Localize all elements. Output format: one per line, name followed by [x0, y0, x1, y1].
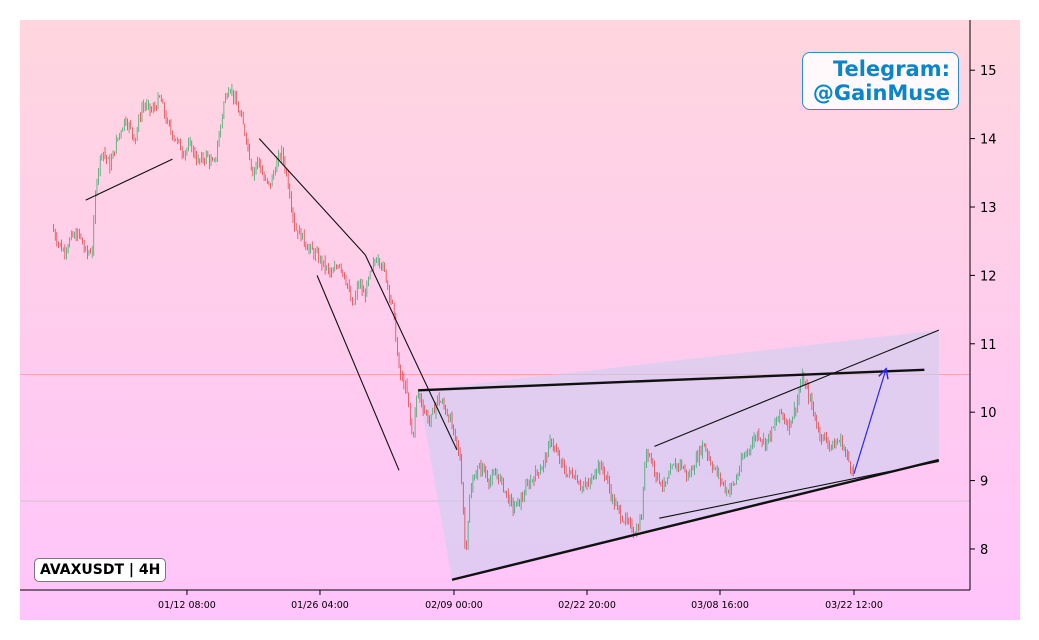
y-tick-label-9: 9 — [980, 475, 988, 490]
x-tick-label-1: 01/12 08:00 — [158, 600, 216, 611]
x-tick-label-6: 03/22 12:00 — [825, 600, 883, 611]
x-tick-label-5: 03/08 16:00 — [691, 600, 749, 611]
trend-line-4 — [316, 275, 400, 471]
trend-line-1 — [85, 158, 173, 201]
y-tick-label-15: 15 — [980, 64, 997, 79]
y-tick-label-14: 14 — [980, 133, 997, 148]
watermark-line-2: @GainMuse — [812, 81, 950, 105]
trend-line-8 — [451, 458, 940, 581]
symbol-label: AVAXUSDT | 4H — [34, 558, 167, 582]
y-tick-label-13: 13 — [980, 201, 997, 216]
x-tick-label-4: 02/22 20:00 — [558, 600, 616, 611]
y-tick-label-8: 8 — [980, 543, 988, 558]
projection-arrow — [853, 370, 886, 474]
y-tick-label-10: 10 — [980, 406, 997, 421]
wedge-fill — [418, 330, 939, 580]
trend-line-3 — [364, 254, 458, 451]
telegram-watermark: Telegram: @GainMuse — [801, 52, 959, 110]
x-tick-label-3: 02/09 00:00 — [425, 600, 483, 611]
y-tick-label-12: 12 — [980, 269, 997, 284]
trend-line-7 — [418, 368, 925, 392]
y-tick-label-11: 11 — [980, 338, 997, 353]
trend-line-5 — [654, 329, 940, 447]
trend-line-2 — [258, 138, 366, 256]
watermark-line-1: Telegram: — [832, 57, 950, 81]
x-tick-label-2: 01/26 04:00 — [291, 600, 349, 611]
